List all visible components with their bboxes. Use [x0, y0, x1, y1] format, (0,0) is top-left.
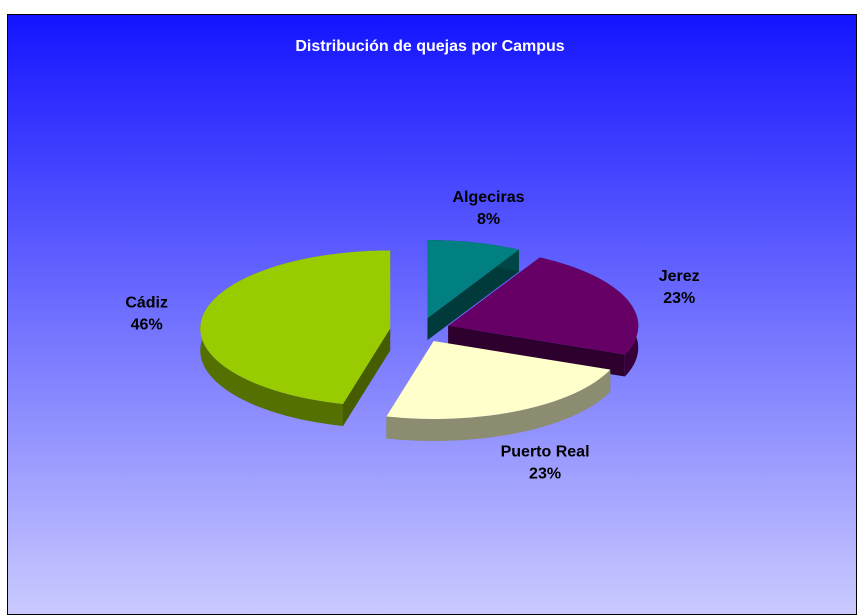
- slice-top: [448, 257, 639, 355]
- slice-side: [386, 369, 611, 441]
- slice-wall: [427, 249, 519, 341]
- slice-label: Jerez: [659, 268, 700, 285]
- slice: [448, 257, 639, 377]
- chart-title: Distribución de quejas por Campus: [295, 38, 564, 55]
- slice-top: [427, 240, 519, 319]
- slice-value-label: 23%: [529, 466, 561, 483]
- slice: [386, 340, 611, 441]
- slice-wall: [342, 328, 391, 427]
- slice-value-label: 8%: [477, 211, 500, 228]
- slice-label: Cádiz: [125, 295, 168, 312]
- slice-value-label: 46%: [131, 317, 163, 334]
- slice-value-label: 23%: [663, 290, 695, 307]
- slice-label: Puerto Real: [501, 444, 590, 461]
- slice-label: Algeciras: [452, 189, 524, 206]
- slice: [200, 250, 391, 427]
- slice-wall: [448, 325, 625, 377]
- slice: [427, 240, 519, 341]
- slice-top: [386, 340, 611, 419]
- slice-top: [200, 250, 391, 405]
